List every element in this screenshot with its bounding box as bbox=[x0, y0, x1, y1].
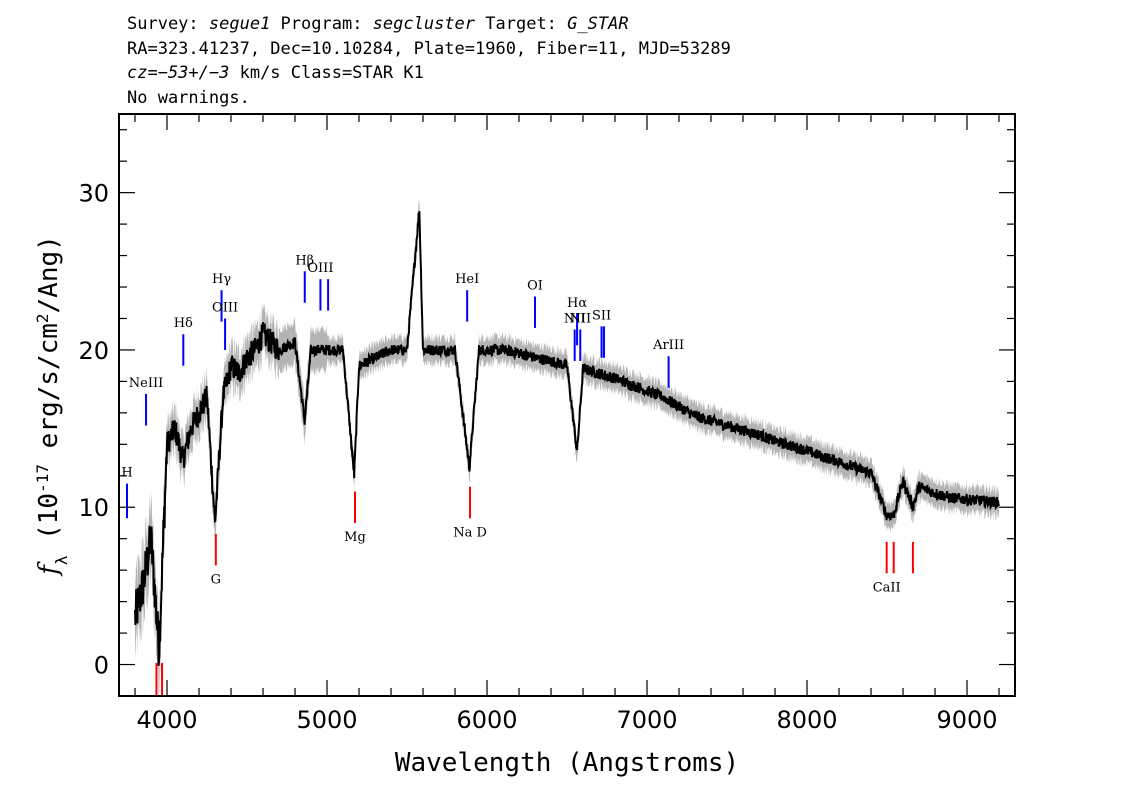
header-line-2: RA=323.41237, Dec=10.10284, Plate=1960, … bbox=[127, 38, 731, 59]
header-line-3: cz=−53+/−3 km/s Class=STAR K1 bbox=[127, 61, 731, 86]
x-axis-label: Wavelength (Angstroms) bbox=[395, 748, 739, 778]
x-tick-label: 7000 bbox=[616, 706, 677, 734]
spectrum-header: Survey: segue1 Program: segcluster Targe… bbox=[127, 12, 731, 110]
absorption-line-label: Mg bbox=[344, 530, 366, 545]
redshift-value: cz=−53+/−3 bbox=[127, 63, 230, 83]
target-value: G_STAR bbox=[567, 14, 629, 34]
emission-line-label: SII bbox=[592, 308, 611, 323]
y-tick-label: 30 bbox=[78, 180, 109, 208]
emission-line-label: OIII bbox=[212, 300, 238, 315]
emission-line-label: Hα bbox=[567, 296, 587, 311]
program-value: segcluster bbox=[372, 14, 476, 34]
plot-axes: 4000 5000 6000 7000 8000 9000 0 10 20 30 bbox=[78, 113, 1016, 734]
absorption-line-label: G bbox=[211, 572, 221, 587]
plot-frame bbox=[118, 113, 1016, 697]
emission-line-label: NII bbox=[564, 311, 586, 326]
class-text: km/s Class=STAR K1 bbox=[229, 63, 424, 83]
y-tick-label: 20 bbox=[78, 337, 109, 365]
error-band bbox=[135, 198, 999, 696]
program-label: Program: bbox=[270, 14, 373, 34]
emission-line-label: NeIII bbox=[129, 376, 163, 391]
error-band-layer bbox=[135, 198, 999, 696]
target-label: Target: bbox=[475, 14, 568, 34]
x-tick-label: 4000 bbox=[136, 706, 197, 734]
spectrum-line bbox=[134, 211, 1000, 666]
survey-value: segue1 bbox=[208, 14, 271, 34]
y-tick-label: 10 bbox=[78, 494, 109, 522]
x-tick-label: 6000 bbox=[456, 706, 517, 734]
header-line-4: No warnings. bbox=[127, 87, 250, 108]
survey-label: Survey: bbox=[127, 14, 209, 34]
emission-line-label: HeI bbox=[455, 272, 479, 287]
emission-line-label: OIII bbox=[307, 261, 333, 276]
emission-line-label: Hβ bbox=[295, 253, 314, 268]
absorption-line-label: CaII bbox=[873, 580, 901, 595]
absorption-line-label: Na D bbox=[453, 525, 487, 540]
spectrum-layer bbox=[134, 211, 1000, 666]
y-axis-label: fλ (10-17 erg/s/cm2/Ang) bbox=[33, 235, 71, 577]
emission-line-label: NII bbox=[569, 311, 591, 326]
y-tick-label: 0 bbox=[94, 652, 109, 680]
emission-line-label: Hγ bbox=[212, 272, 231, 287]
emission-line-label: OI bbox=[527, 278, 543, 293]
x-tick-label: 9000 bbox=[936, 706, 997, 734]
x-tick-label: 5000 bbox=[296, 706, 357, 734]
x-tick-label: 8000 bbox=[776, 706, 837, 734]
header-line-1: Survey: segue1 Program: segcluster Targe… bbox=[127, 12, 731, 37]
emission-line-label: Hδ bbox=[174, 316, 193, 331]
emission-line-label: ArIII bbox=[652, 338, 684, 353]
emission-line-label: H bbox=[121, 466, 132, 481]
